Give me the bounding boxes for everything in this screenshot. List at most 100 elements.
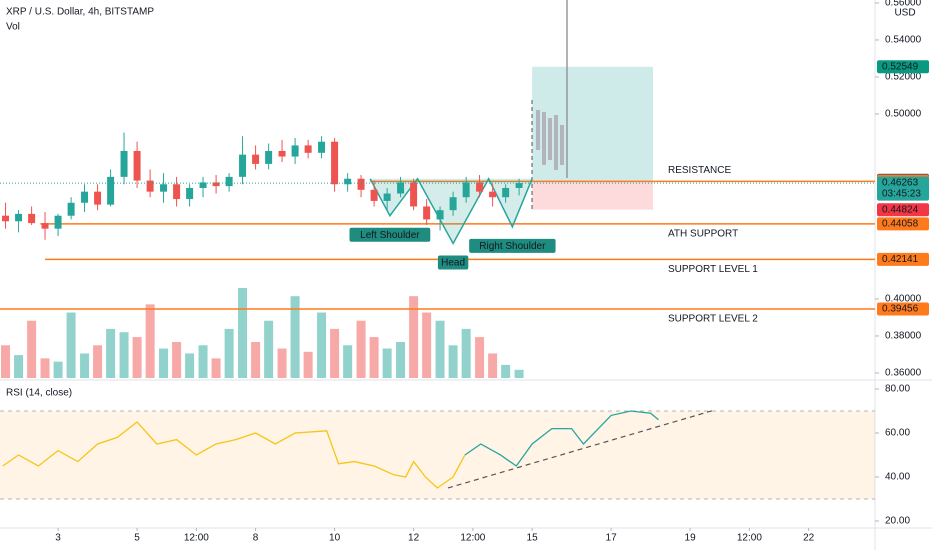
pattern-line	[369, 177, 533, 246]
candle-body	[304, 145, 312, 153]
volume-bar	[27, 320, 37, 378]
volume-bar	[53, 361, 63, 378]
volume-bar	[80, 353, 90, 378]
volume-bar	[382, 348, 392, 378]
y-tick-label: 0.50000	[885, 109, 922, 120]
x-tick-label: 8	[253, 533, 259, 544]
price-label-box	[877, 203, 929, 217]
target-zone	[532, 66, 653, 182]
price-label-box	[877, 217, 929, 231]
volume-bar	[317, 312, 327, 378]
volume-bar	[396, 342, 406, 378]
level-label: RESISTANCE	[668, 165, 731, 176]
x-tick-label: 19	[685, 533, 697, 544]
candle-body	[291, 145, 299, 157]
volume-bar	[14, 355, 24, 378]
volume-bar	[1, 345, 11, 378]
x-tick-label: 12:00	[460, 533, 485, 544]
candle-body	[436, 210, 444, 220]
candle-body	[357, 178, 365, 190]
candle-body	[28, 213, 36, 224]
rsi-line	[2, 421, 466, 489]
pattern-label-box	[349, 227, 431, 242]
candle-body	[15, 213, 23, 222]
x-tick-label: 12	[408, 533, 420, 544]
volume-bar	[435, 320, 445, 378]
volume-bar	[448, 345, 458, 378]
candle-body	[344, 178, 352, 185]
pattern-label: Right Shoulder	[479, 241, 546, 252]
rsi-tick-label: 60.00	[885, 428, 910, 439]
price-label-box	[877, 176, 929, 201]
y-tick-label: 0.52000	[885, 72, 922, 83]
volume-bar	[185, 353, 195, 378]
candle-body	[410, 182, 418, 207]
volume-bar	[211, 358, 221, 378]
candle-body	[265, 150, 273, 164]
volume-bar	[303, 351, 313, 378]
volume-bar	[159, 348, 169, 378]
candle-body	[252, 154, 260, 164]
y-tick-label: 0.38000	[885, 331, 922, 342]
x-tick-label: 10	[329, 533, 341, 544]
volume-label: Vol	[6, 22, 20, 33]
rsi-tick-label: 20.00	[885, 516, 910, 527]
candle-body	[67, 202, 75, 216]
candle-body	[370, 189, 378, 201]
candle-body	[449, 197, 457, 211]
volume-bar	[422, 312, 432, 378]
rsi-trendline	[447, 409, 716, 489]
x-tick-label: 12:00	[737, 533, 762, 544]
pattern-label-box	[437, 255, 469, 270]
candle-body	[383, 193, 391, 201]
candle-body	[2, 215, 10, 222]
currency: USD	[894, 8, 915, 19]
price-label: 0.46263	[882, 178, 919, 189]
candle-body	[239, 154, 247, 177]
candle-body	[423, 206, 431, 220]
rsi-tick-label: 40.00	[885, 472, 910, 483]
pattern-label: Left Shoulder	[360, 230, 420, 241]
candle-body	[331, 141, 339, 185]
y-tick-label: 0.54000	[885, 35, 922, 46]
volume-bar	[66, 312, 76, 378]
price-label: 0.52549	[882, 61, 919, 72]
volume-bar	[409, 296, 419, 378]
price-label: 0.39456	[882, 304, 919, 315]
rsi-band	[0, 411, 875, 499]
volume-bar	[514, 369, 524, 378]
volume-bar	[40, 358, 50, 378]
chart-title: XRP / U.S. Dollar, 4h, BITSTAMP	[6, 7, 154, 18]
candle-body	[489, 191, 497, 198]
volume-bar	[132, 337, 142, 378]
x-tick-label: 15	[527, 533, 539, 544]
level-label: SUPPORT LEVEL 2	[668, 314, 758, 325]
price-label: 0.44824	[882, 204, 919, 215]
pattern-label-box	[469, 238, 556, 253]
candle-body	[462, 182, 470, 198]
volume-bar	[106, 328, 116, 378]
price-label-box	[877, 302, 929, 316]
candle-body	[146, 180, 154, 192]
volume-bar	[264, 320, 274, 378]
volume-bar	[475, 337, 485, 378]
candle-body	[107, 176, 115, 205]
volume-bar	[119, 332, 129, 378]
x-tick-label: 3	[55, 533, 61, 544]
y-tick-label: 0.56000	[885, 0, 922, 9]
candle-body	[54, 215, 62, 229]
volume-bar	[343, 345, 353, 378]
x-tick-label: 5	[134, 533, 140, 544]
volume-bar	[356, 320, 366, 378]
price-label: 0.44058	[882, 219, 919, 230]
candle-body	[225, 176, 233, 187]
volume-bar	[224, 328, 234, 378]
candle-body	[120, 150, 128, 177]
volume-bar	[172, 342, 182, 378]
candle-body	[41, 223, 49, 229]
x-tick-label: 12:00	[184, 533, 209, 544]
candle-body	[160, 184, 168, 192]
candle-body	[476, 182, 484, 192]
volume-bar	[145, 304, 155, 378]
